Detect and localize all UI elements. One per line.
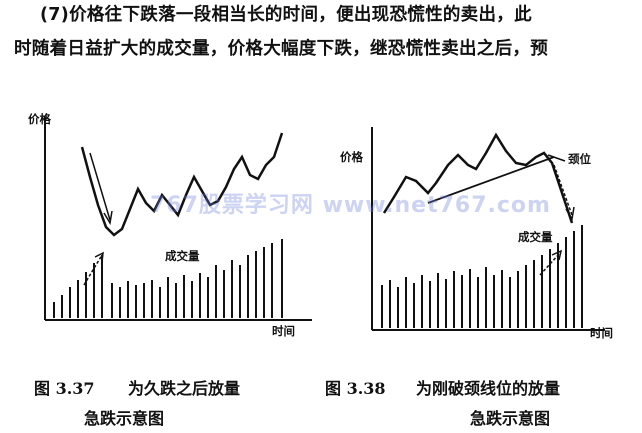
volume-bars <box>381 225 583 328</box>
breakdown-arrow <box>553 164 573 216</box>
volume-label: 成交量 <box>165 249 200 263</box>
caption-3-37-line2: 急跌示意图 <box>84 409 165 428</box>
figure-3-38: 价格 颈位 成交量 时间 <box>340 125 640 350</box>
price-line <box>80 132 284 237</box>
caption-3-37-line1: 为久跌之后放量 <box>128 379 241 398</box>
figure-3-37: 价格 成交量 时间 <box>20 105 320 345</box>
figure-3-37-chart <box>44 117 312 321</box>
neckline-arrow <box>547 154 566 162</box>
volume-label: 成交量 <box>518 230 553 244</box>
caption-3-37-number: 图 3.37 <box>34 379 95 398</box>
caption-3-38-line1: 为刚破颈线位的放量 <box>416 379 561 398</box>
caption-3-38-line2: 急跌示意图 <box>470 409 551 428</box>
paragraph-line-1: (7)价格往下跌落一段相当长的时间，便出现恐慌性的卖出，此 <box>40 5 532 25</box>
caption-3-38-number: 图 3.38 <box>325 379 386 398</box>
watermark: 767股票学习网 www.net767.com <box>150 193 551 218</box>
price-line <box>382 132 574 224</box>
y-axis-label: 价格 <box>340 150 363 164</box>
neckline-label: 颈位 <box>568 152 591 166</box>
decline-arrow <box>89 152 111 221</box>
paragraph-line-2: 时随着日益扩大的成交量，价格大幅度下跌，继恐慌性卖出之后，预 <box>14 39 548 59</box>
x-axis-label: 时间 <box>272 324 295 338</box>
y-axis-label: 价格 <box>28 112 51 126</box>
figure-3-38-chart <box>371 127 605 331</box>
x-axis-label: 时间 <box>590 326 613 340</box>
neckline <box>427 156 555 204</box>
volume-bars <box>53 239 283 318</box>
